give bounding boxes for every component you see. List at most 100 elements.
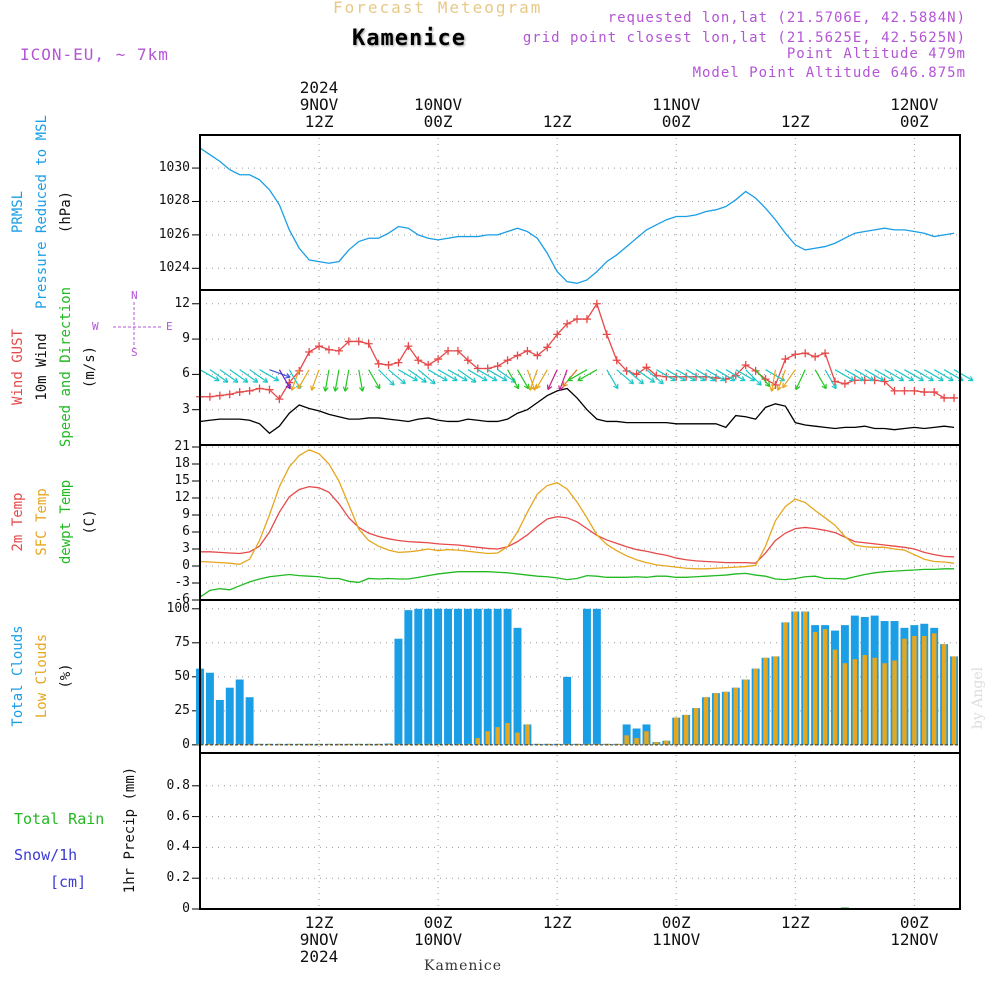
y-tick-label: 0.4: [166, 839, 190, 855]
wind-arrow: [219, 369, 239, 383]
wind-arrow: [388, 369, 406, 385]
wind-arrow: [795, 369, 806, 391]
panel-frame: [199, 289, 961, 446]
gust-marker: [483, 364, 492, 373]
wind-arrow: [558, 369, 568, 391]
time-label-top: 11NOV: [652, 95, 701, 114]
y-tick-label: 18: [174, 456, 190, 471]
gust-marker: [900, 386, 909, 395]
panel-3: [192, 599, 961, 754]
low-bar: [257, 743, 262, 745]
low-bar: [664, 740, 669, 745]
gust-marker: [612, 356, 621, 365]
time-label-top: 12Z: [304, 112, 334, 131]
low-bar: [654, 742, 659, 745]
series-line-0: [199, 147, 955, 284]
model-altitude: Model Point Altitude 646.875m: [692, 65, 966, 81]
low-bar: [366, 743, 371, 745]
low-bar: [882, 663, 887, 745]
gust-marker: [543, 343, 552, 352]
gust-marker: [602, 330, 611, 339]
y-tick-label: 1024: [158, 260, 190, 276]
low-bar: [763, 657, 768, 745]
low-bar: [674, 717, 679, 745]
low-bar: [644, 731, 649, 745]
total-bar: [463, 608, 472, 745]
low-bar: [277, 743, 282, 745]
low-bar: [287, 743, 292, 745]
gust-marker: [781, 355, 790, 364]
y-tick-label: 9: [182, 331, 190, 347]
wind-arrow: [824, 369, 837, 390]
y-tick-label: 50: [174, 668, 190, 684]
wind-arrow: [577, 369, 598, 382]
gust-marker: [930, 388, 939, 397]
wind-arrow: [567, 369, 588, 382]
gust-marker: [453, 346, 462, 355]
wind-arrow: [675, 369, 696, 382]
gust-marker: [563, 319, 572, 328]
low-bar: [475, 738, 481, 745]
y-tick-label: 0: [182, 736, 190, 752]
wind-arrow: [310, 369, 320, 391]
gust-marker: [265, 385, 274, 394]
wind-arrow: [528, 369, 538, 391]
wind-arrow: [322, 369, 330, 392]
axis-label: (C): [82, 508, 98, 535]
wind-arrow: [209, 369, 229, 383]
gust-marker: [394, 358, 403, 367]
precip-legend: Snow/1h: [14, 846, 78, 864]
total-bar: [483, 608, 492, 745]
total-bar: [473, 608, 482, 745]
wind-arrow: [874, 369, 895, 382]
low-bar: [435, 743, 441, 745]
axis-label: (%): [58, 662, 74, 689]
wind-arrow: [854, 369, 875, 382]
wind-arrow: [834, 369, 855, 382]
wind-arrow: [646, 369, 664, 385]
axis-label: Total Clouds: [10, 624, 26, 727]
gust-marker: [582, 315, 591, 324]
y-tick-label: 0.6: [166, 808, 190, 824]
y-tick-label: 12: [174, 295, 190, 311]
gust-marker: [503, 356, 512, 365]
gust-marker: [632, 370, 641, 379]
time-label-top: 00Z: [661, 112, 691, 131]
wind-arrow: [864, 369, 885, 382]
axis-label: 1hr Precip (mm): [122, 766, 138, 894]
wind-arrow: [259, 369, 280, 382]
wind-arrow: [923, 369, 944, 382]
total-bar: [513, 627, 522, 745]
total-bar: [404, 610, 413, 745]
low-bar: [217, 743, 223, 745]
model-label: ICON-EU, ~ 7km: [20, 45, 169, 64]
y-tick-label: 0.2: [166, 870, 190, 886]
wind-arrow: [685, 369, 706, 382]
gust-marker: [463, 356, 472, 365]
wind-arrow: [378, 369, 395, 386]
time-label-bottom: 10NOV: [414, 930, 463, 949]
y-tick-label: 3: [182, 401, 190, 417]
total-bar: [434, 608, 443, 745]
gust-marker: [205, 392, 214, 401]
low-bar: [902, 638, 907, 745]
gust-marker: [364, 339, 373, 348]
low-bar: [316, 743, 322, 745]
gust-marker: [384, 360, 393, 369]
gust-marker: [553, 330, 562, 339]
gust-marker: [573, 315, 582, 324]
wind-arrow: [398, 369, 418, 382]
total-bar: [503, 608, 512, 745]
total-bar: [622, 724, 631, 745]
gust-marker: [821, 349, 830, 358]
precip-legend: Total Rain: [14, 810, 105, 828]
time-label-bottom: 9NOV: [299, 930, 339, 949]
low-bar: [723, 691, 729, 745]
gust-marker: [751, 366, 760, 375]
y-tick-label: 21: [174, 439, 190, 454]
y-tick-label: 0: [182, 558, 190, 573]
wind-arrow: [844, 369, 865, 382]
faint-title: Forecast Meteogram: [333, 0, 543, 17]
gust-marker: [354, 337, 363, 346]
low-bar: [267, 743, 272, 745]
